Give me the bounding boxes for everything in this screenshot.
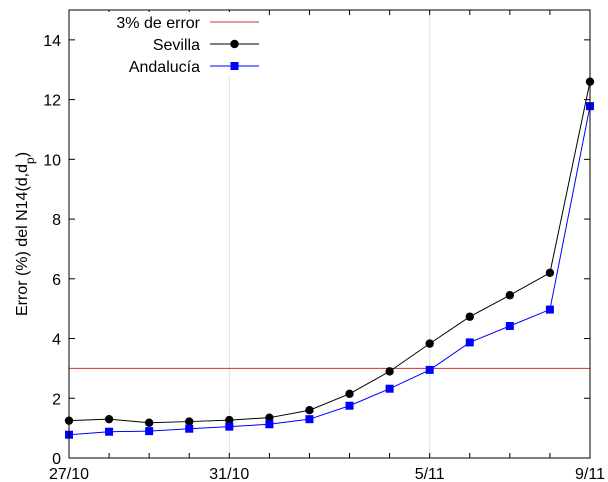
data-point bbox=[505, 321, 514, 330]
data-point bbox=[505, 291, 515, 300]
data-point bbox=[465, 338, 474, 347]
data-point bbox=[345, 401, 354, 410]
data-point bbox=[225, 415, 234, 425]
y-axis-ticks: 0 2 4 6 8 10 12 14 bbox=[43, 33, 590, 468]
data-point bbox=[425, 365, 434, 374]
y-tick-label: 14 bbox=[43, 33, 61, 50]
data-point bbox=[145, 427, 154, 436]
legend-label-reference: 3% de error bbox=[116, 15, 200, 32]
data-point bbox=[185, 424, 194, 433]
series-andalucia bbox=[65, 102, 594, 439]
data-point bbox=[385, 384, 394, 393]
y-tick-label: 12 bbox=[43, 93, 61, 110]
series-layer bbox=[64, 77, 595, 439]
data-point bbox=[425, 339, 434, 348]
legend-marker-andalucia bbox=[230, 62, 239, 70]
data-point bbox=[185, 417, 194, 426]
y-tick-label: 8 bbox=[52, 212, 61, 229]
data-point bbox=[465, 312, 474, 321]
plot-frame bbox=[68, 9, 591, 459]
y-tick-label: 0 bbox=[52, 451, 61, 468]
data-point bbox=[225, 422, 234, 431]
grid bbox=[68, 10, 591, 458]
legend-marker-point bbox=[230, 39, 239, 49]
data-point bbox=[104, 414, 114, 424]
y-tick-label: 4 bbox=[52, 332, 61, 349]
y-tick-label: 6 bbox=[52, 272, 61, 289]
data-point bbox=[305, 406, 314, 415]
y-axis-label: Error (%) del N14(d,dp) bbox=[14, 152, 37, 316]
legend-marker-sevilla bbox=[230, 39, 239, 49]
legend-marker-point bbox=[230, 62, 239, 70]
data-point bbox=[345, 389, 354, 398]
data-point bbox=[265, 420, 274, 429]
legend-label-sevilla: Sevilla bbox=[153, 37, 200, 54]
x-tick-label: 31/10 bbox=[209, 466, 249, 482]
y-tick-label: 10 bbox=[43, 152, 61, 169]
data-point bbox=[305, 415, 314, 424]
data-point bbox=[545, 305, 554, 314]
legend: 3% de error Sevilla Andalucía bbox=[116, 15, 259, 76]
data-point bbox=[105, 427, 114, 436]
y-axis-label-sub: p bbox=[23, 157, 37, 164]
series-line bbox=[68, 106, 591, 436]
y-tick-label: 2 bbox=[52, 391, 61, 408]
data-point bbox=[265, 413, 274, 422]
y-axis-label-base: Error (%) del N14(d,d bbox=[14, 164, 31, 316]
x-axis-ticks: 27/10 31/10 5/11 9/11 bbox=[49, 10, 605, 482]
data-point bbox=[144, 418, 154, 427]
x-tick-label: 9/11 bbox=[575, 466, 605, 482]
data-point bbox=[385, 367, 394, 376]
x-tick-label: 27/10 bbox=[49, 466, 89, 482]
y-axis-label-close: ) bbox=[14, 152, 31, 157]
x-tick-label: 5/11 bbox=[415, 466, 445, 482]
data-point bbox=[545, 268, 555, 278]
series-line bbox=[68, 81, 591, 424]
series-sevilla bbox=[64, 77, 595, 427]
legend-label-andalucia: Andalucía bbox=[129, 59, 200, 76]
